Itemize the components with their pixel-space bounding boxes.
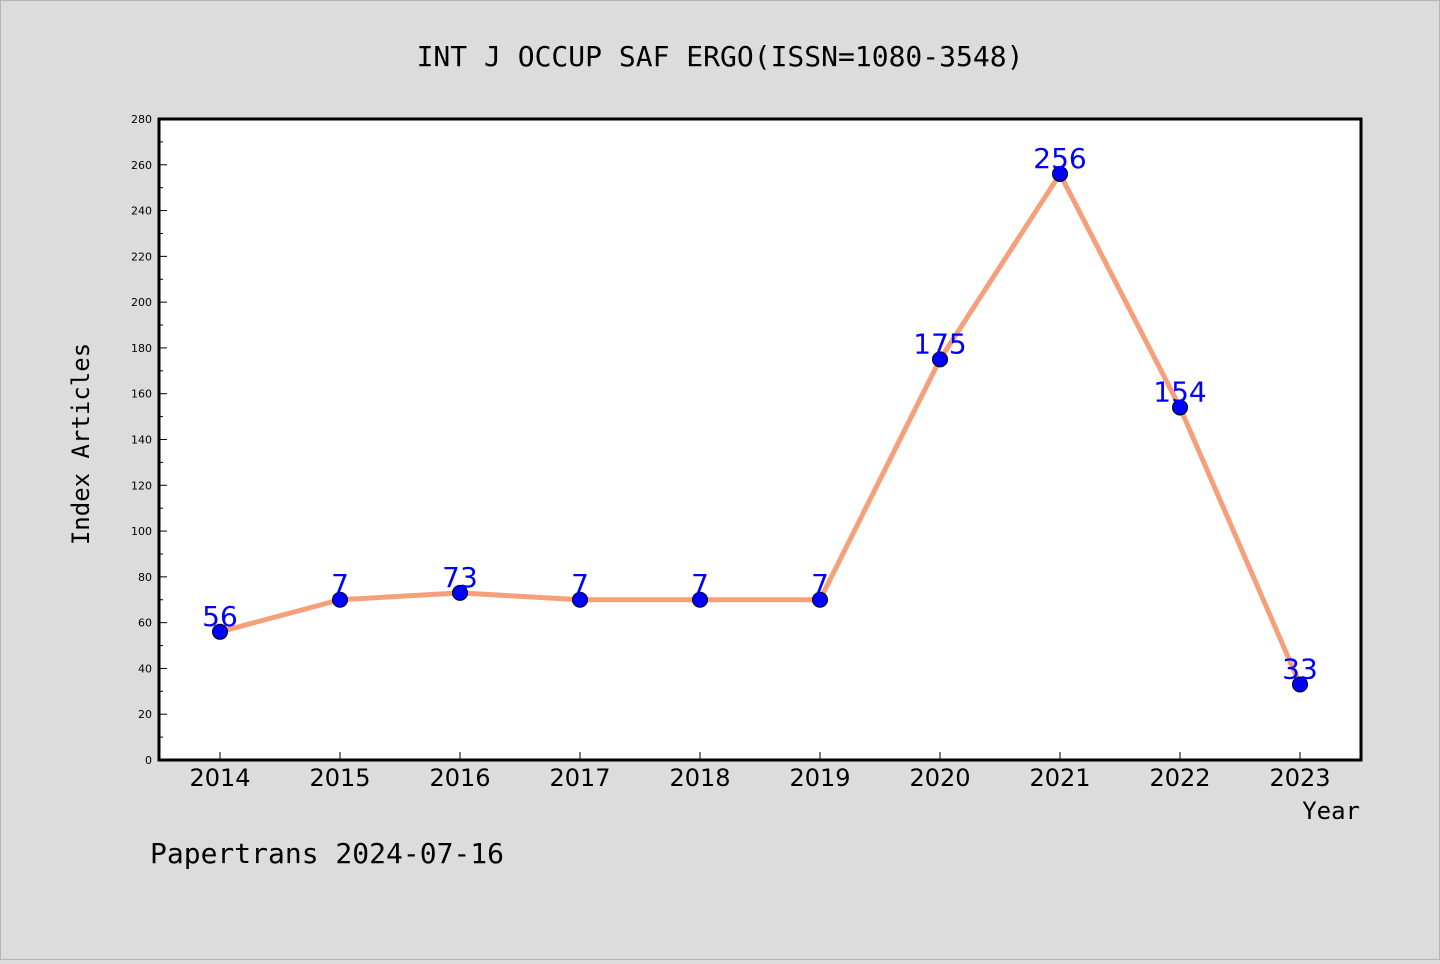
data-label: 256 bbox=[1033, 142, 1086, 175]
y-axis: 0 20 40 60 80 100 120 140 160 180 200 220 240 260 280 bbox=[131, 113, 167, 767]
series-line bbox=[217, 171, 1303, 687]
x-tick-label: 2018 bbox=[669, 764, 730, 792]
data-point bbox=[692, 591, 708, 608]
y-tick-label: 20 bbox=[138, 708, 152, 721]
footer-text: Papertrans 2024-07-16 bbox=[150, 837, 504, 870]
data-point bbox=[932, 351, 948, 368]
data-point bbox=[1052, 165, 1068, 182]
data-point bbox=[812, 591, 828, 608]
data-label: 7 bbox=[571, 568, 589, 601]
x-tick-label: 2017 bbox=[549, 764, 610, 792]
data-label: 73 bbox=[442, 561, 478, 594]
x-tick-label: 2023 bbox=[1269, 764, 1330, 792]
y-tick-label: 240 bbox=[131, 205, 152, 218]
data-label: 7 bbox=[811, 568, 829, 601]
y-tick-label: 120 bbox=[131, 479, 152, 492]
plot-area bbox=[157, 117, 1363, 762]
y-axis-label: Index Articles bbox=[67, 343, 95, 545]
x-axis: 2014 2015 2016 2017 2018 2019 2020 2021 2022 2023 bbox=[189, 752, 1331, 792]
y-tick-label: 0 bbox=[145, 754, 152, 767]
y-tick-label: 140 bbox=[131, 434, 152, 447]
y-tick-label: 260 bbox=[131, 159, 152, 172]
y-tick-label: 40 bbox=[138, 662, 152, 675]
data-label: 7 bbox=[691, 568, 709, 601]
y-tick-label: 200 bbox=[131, 296, 152, 309]
y-tick-label: 180 bbox=[131, 342, 152, 355]
y-tick-label: 100 bbox=[131, 525, 152, 538]
data-point bbox=[212, 623, 228, 640]
x-tick-label: 2015 bbox=[309, 764, 370, 792]
data-point bbox=[1292, 676, 1308, 693]
x-tick-label: 2016 bbox=[429, 764, 490, 792]
x-tick-label: 2019 bbox=[789, 764, 850, 792]
data-label: 56 bbox=[202, 600, 238, 633]
y-tick-label: 220 bbox=[131, 250, 152, 263]
chart-title: INT J OCCUP SAF ERGO(ISSN=1080-3548) bbox=[417, 40, 1024, 73]
x-tick-label: 2020 bbox=[909, 764, 970, 792]
data-label: 175 bbox=[913, 327, 966, 360]
data-label: 7 bbox=[331, 568, 349, 601]
x-axis-label: Year bbox=[1302, 797, 1360, 825]
series-layer: 56 7 73 7 7 7 175 256 154 33 bbox=[202, 142, 1318, 693]
y-tick-label: 60 bbox=[138, 617, 152, 630]
data-label: 33 bbox=[1282, 652, 1318, 685]
y-tick-label: 160 bbox=[131, 388, 152, 401]
y-tick-label: 80 bbox=[138, 571, 152, 584]
data-point bbox=[332, 591, 348, 608]
data-point bbox=[1172, 399, 1188, 416]
x-tick-label: 2014 bbox=[189, 764, 250, 792]
x-tick-label: 2021 bbox=[1029, 764, 1090, 792]
data-point bbox=[452, 584, 468, 601]
data-label: 154 bbox=[1153, 375, 1206, 408]
y-tick-label: 280 bbox=[131, 113, 152, 126]
x-tick-label: 2022 bbox=[1149, 764, 1210, 792]
data-point bbox=[572, 591, 588, 608]
